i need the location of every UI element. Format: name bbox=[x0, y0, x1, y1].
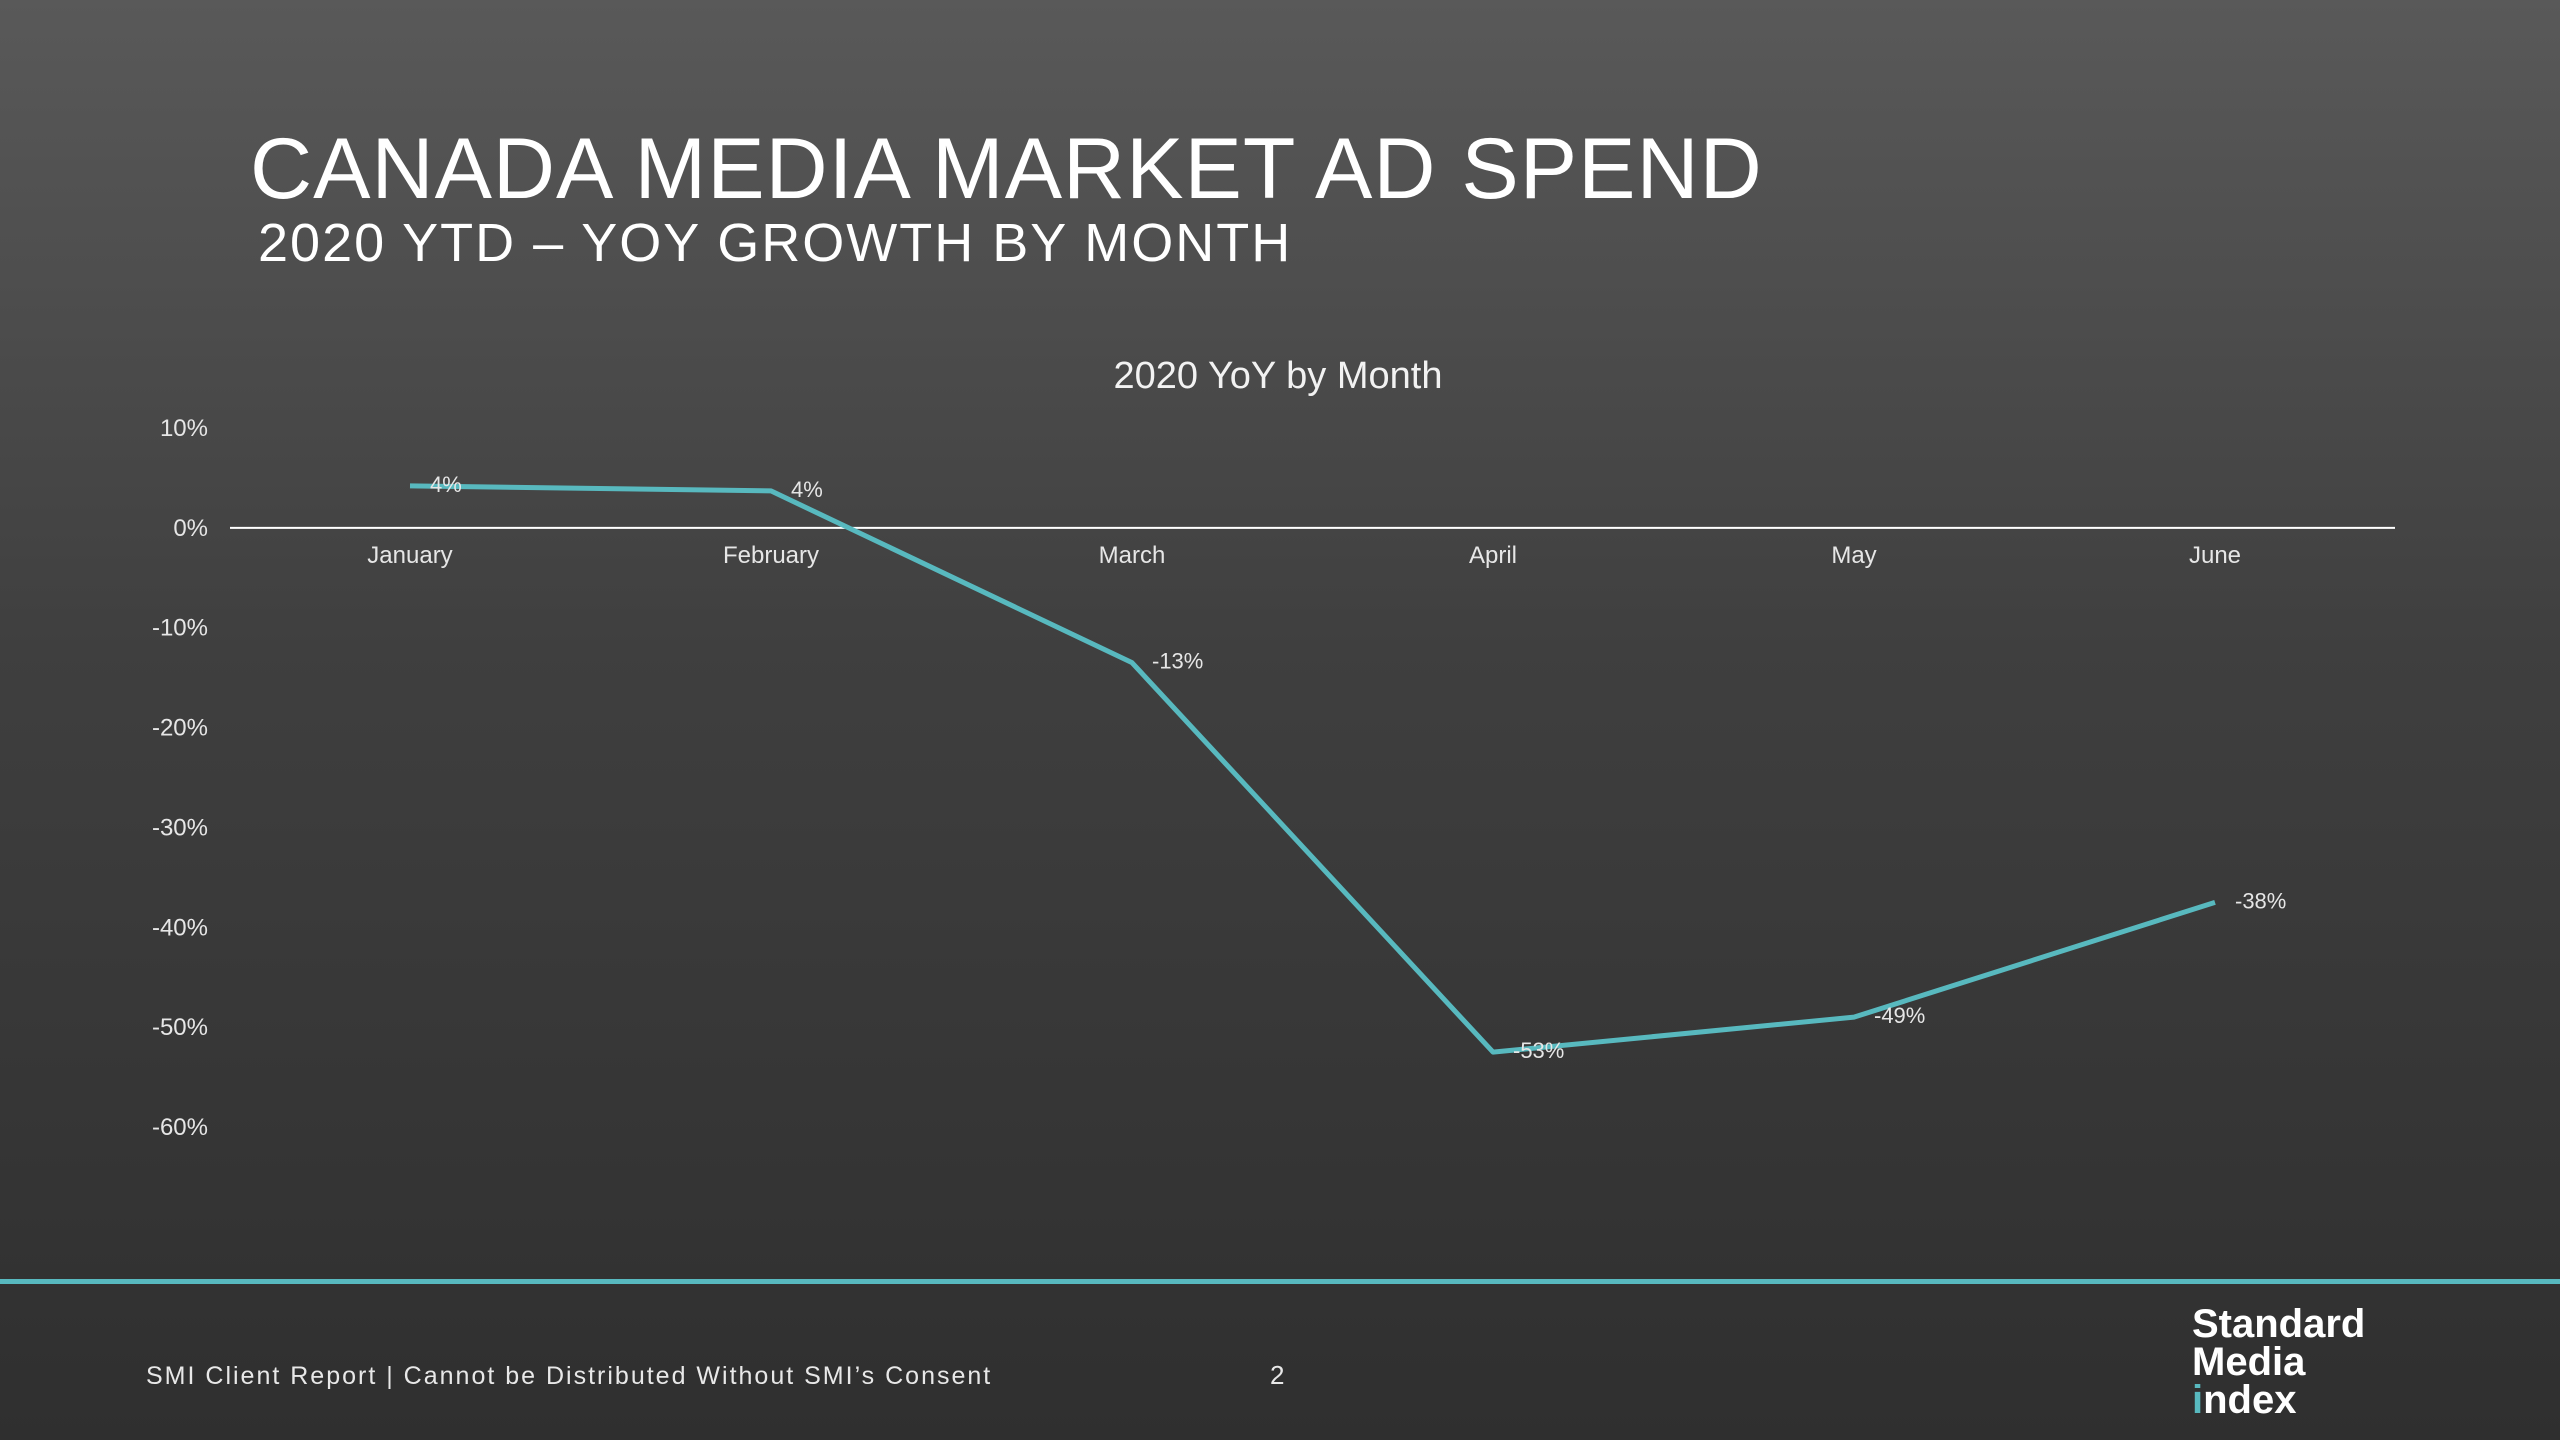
data-labels: 4% 4% -13% -53% -49% -38% bbox=[430, 472, 2286, 1063]
slide-subtitle: 2020 YTD – YOY GROWTH BY MONTH bbox=[258, 213, 1293, 273]
y-axis-labels: 10% 0% -10% -20% -30% -40% -50% -60% bbox=[152, 415, 208, 1141]
line-chart: 2020 YoY by Month 10% 0% -10% -20% -30% -40% -… bbox=[151, 355, 2287, 1141]
x-tick-label: May bbox=[1831, 542, 1876, 569]
logo-line-2: Media bbox=[2192, 1340, 2306, 1384]
standard-media-index-logo: Standard Media index bbox=[2192, 1302, 2422, 1422]
page-number: 2 bbox=[1270, 1360, 1285, 1390]
series-line bbox=[409, 483, 2216, 1055]
y-tick-label: -10% bbox=[152, 615, 208, 642]
x-tick-label: April bbox=[1469, 542, 1517, 569]
x-tick-label: February bbox=[723, 542, 819, 569]
data-label: 4% bbox=[430, 472, 462, 497]
slide-title: CANADA MEDIA MARKET AD SPEND bbox=[250, 121, 1763, 217]
y-tick-label: -40% bbox=[152, 914, 208, 941]
y-tick-label: 0% bbox=[173, 515, 208, 542]
footer-disclaimer: SMI Client Report | Cannot be Distribute… bbox=[146, 1362, 993, 1390]
x-tick-label: March bbox=[1099, 542, 1166, 569]
x-axis-labels: January February March April May June bbox=[367, 542, 2241, 569]
data-label: -13% bbox=[1152, 649, 1203, 674]
data-label: -49% bbox=[1874, 1003, 1925, 1028]
logo-line-3-rest: ndex bbox=[2203, 1378, 2297, 1422]
y-tick-label: -50% bbox=[152, 1014, 208, 1041]
y-tick-label: 10% bbox=[160, 415, 208, 442]
logo-line-3: index bbox=[2192, 1378, 2422, 1422]
chart-title: 2020 YoY by Month bbox=[1114, 355, 1443, 397]
accent-divider bbox=[0, 1279, 2560, 1284]
y-tick-label: -20% bbox=[152, 715, 208, 742]
x-tick-label: January bbox=[367, 542, 452, 569]
x-tick-label: June bbox=[2189, 542, 2241, 569]
data-label: -38% bbox=[2235, 888, 2286, 913]
logo-line-1: Standard bbox=[2192, 1302, 2366, 1346]
logo-accent-letter: i bbox=[2192, 1378, 2204, 1422]
data-label: 4% bbox=[791, 477, 823, 502]
data-label: -53% bbox=[1513, 1038, 1564, 1063]
y-tick-label: -30% bbox=[152, 814, 208, 841]
y-tick-label: -60% bbox=[152, 1114, 208, 1141]
